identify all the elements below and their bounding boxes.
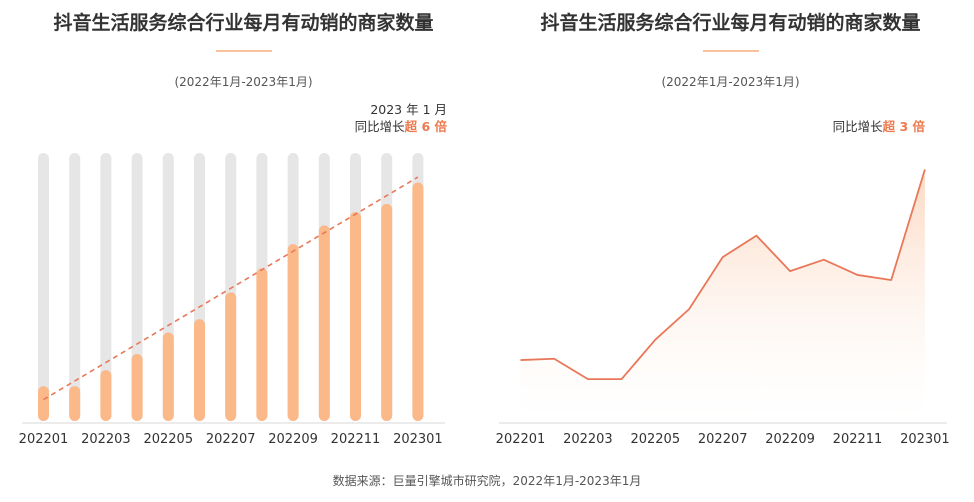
data-source-note: 数据来源：巨量引擎城市研究院，2022年1月-2023年1月 (332, 474, 642, 488)
bar-x-tick-202209: 202209 (268, 432, 318, 447)
right-annotation-growth: 同比增长超 3 倍 (833, 118, 925, 135)
area-x-tick-202203: 202203 (563, 432, 613, 447)
bar-x-tick-202301: 202301 (393, 432, 443, 447)
bar-202210 (318, 225, 330, 421)
bar-202209 (287, 244, 299, 421)
bar-202208 (256, 268, 268, 421)
right-annotation-prefix: 同比增长 (832, 119, 883, 134)
left-chart-subtitle: (2022年1月-2023年1月) (174, 75, 313, 89)
bar-track-202202 (69, 153, 81, 421)
left-chart-title: 抖音生活服务综合行业每月有动销的商家数量 (53, 12, 434, 34)
right-title-divider (702, 50, 759, 52)
left-annotation-highlight: 超 6 倍 (404, 119, 447, 134)
area-x-tick-202201: 202201 (496, 432, 546, 447)
bar-202206 (194, 319, 205, 421)
bar-202301 (412, 182, 424, 421)
bar-202204 (131, 354, 143, 421)
bar-x-tick-202207: 202207 (206, 432, 256, 447)
bar-202211 (350, 211, 361, 421)
bar-track-202204 (131, 153, 143, 421)
bar-202212 (381, 203, 393, 421)
bar-x-tick-202203: 202203 (81, 432, 131, 447)
bar-202203 (100, 370, 112, 421)
left-annotation-growth: 同比增长超 6 倍 (355, 118, 447, 135)
bar-x-tick-202201: 202201 (19, 432, 69, 447)
bar-202205 (162, 332, 174, 421)
bar-202207 (225, 292, 237, 421)
left-annotation: 2023 年 1 月 同比增长超 6 倍 (355, 101, 447, 135)
bar-x-tick-202205: 202205 (143, 432, 193, 447)
area-x-tick-202205: 202205 (630, 432, 680, 447)
area-x-tick-202209: 202209 (765, 432, 815, 447)
bar-track-202201 (38, 153, 49, 421)
bar-202201 (38, 386, 49, 421)
left-chart-panel: 抖音生活服务综合行业每月有动销的商家数量 (2022年1月-2023年1月) 2… (0, 0, 487, 460)
right-chart-panel: 抖音生活服务综合行业每月有动销的商家数量 (2022年1月-2023年1月) 同… (487, 0, 974, 460)
area-x-tick-202207: 202207 (698, 432, 748, 447)
area-chart-plot: 202201 202203 202205 202207 202209 202211 2023… (496, 169, 950, 447)
bar-track-202203 (100, 153, 112, 421)
bar-x-tick-202211: 202211 (331, 432, 381, 447)
area-x-tick-202211: 202211 (833, 432, 883, 447)
bar-202202 (69, 386, 81, 421)
left-annotation-prefix: 同比增长 (354, 119, 405, 134)
right-chart-subtitle: (2022年1月-2023年1月) (661, 75, 800, 89)
right-chart-title: 抖音生活服务综合行业每月有动销的商家数量 (540, 12, 921, 34)
bar-trendline (43, 176, 419, 401)
left-title-divider (215, 50, 272, 52)
bar-chart-plot: 202201 202203 202205 202207 202209 202211 2023… (19, 153, 445, 447)
right-annotation: 同比增长超 3 倍 (833, 118, 925, 135)
left-annotation-date: 2023 年 1 月 (370, 102, 447, 117)
right-annotation-highlight: 超 3 倍 (882, 119, 925, 134)
area-x-tick-202301: 202301 (900, 432, 950, 447)
area-fill (520, 169, 925, 421)
